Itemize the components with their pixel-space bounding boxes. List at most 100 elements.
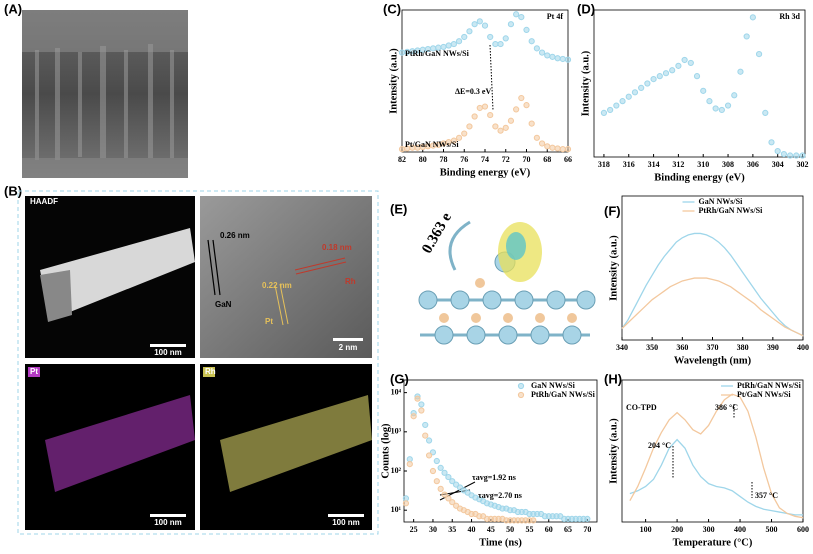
annotation: τavg=2.70 ns [478,491,522,500]
x-tick-label: 40 [468,525,476,534]
data-point [425,452,433,459]
x-tick-label: 316 [623,160,635,169]
data-point [743,33,750,40]
x-tick-label: 45 [487,525,495,534]
data-point [497,127,504,134]
x-axis-label: Binding energy (eV) [654,172,745,183]
data-point [530,517,537,524]
data-point [414,395,421,402]
data-point [450,40,457,48]
scale-bar-label: 2 nm [339,343,358,352]
x-tick-label: 78 [440,155,448,164]
haadf-image: HAADF 100 nm [25,196,195,358]
x-tick-label: 314 [648,160,660,169]
data-point [780,150,788,158]
legend-label: PtRh/GaN NWs/Si [737,381,802,390]
data-point [410,413,417,420]
data-point [681,56,688,64]
structure-image: 0.363 e [418,210,596,345]
x-tick-label: 400 [797,343,809,352]
phase-label: Pt [265,317,273,326]
plot-frame [403,379,598,523]
data-point [461,33,468,41]
data-point [762,109,769,117]
data-point [544,143,551,150]
data-point [398,49,406,56]
image-label: HAADF [30,197,58,206]
chart-title: Rh 3d [779,12,800,21]
x-tick-label: 70 [583,525,591,534]
scale-bar-label: 200 nm [264,166,292,175]
data-point [402,500,410,507]
x-tick-label: 25 [410,525,418,534]
series-label: PtRh/GaN NWs/Si [405,49,470,58]
data-point [528,120,535,127]
annotation: τavg=1.92 ns [472,473,516,482]
panel-label: (E) [390,201,407,216]
data-point [441,491,448,498]
charts: 82 80 78 76 74 72 70 68 66 Binding energy (eV) Int… [380,9,809,548]
x-tick-label: 80 [419,155,427,164]
data-point [619,98,626,105]
data-point [418,407,425,414]
data-point [497,40,504,48]
plot-frame [621,195,804,341]
data-point [731,92,738,99]
phase-label: GaN [215,300,232,309]
x-tick-label: 500 [766,525,778,534]
data-point [487,111,494,119]
data-point [669,67,676,74]
y-tick-label: 10³ [391,427,402,436]
series-label: Pt/GaN NWs/Si [405,140,459,149]
data-point [549,144,556,151]
data-point [712,105,719,112]
data-point [445,495,452,502]
pt-map-image: Pt 100 nm [25,364,195,530]
data-point [584,515,591,522]
x-tick-label: 312 [672,160,684,169]
data-point [662,70,670,77]
data-point [441,469,448,476]
data-point [492,123,499,130]
data-point [455,38,463,45]
data-point [433,478,440,485]
x-tick-label: 30 [429,525,437,534]
data-point [538,49,546,56]
data-point [675,62,682,69]
spacing-label: 0.22 nm [262,281,292,290]
data-point [700,87,707,94]
legend-label: PtRh/GaN NWs/Si [531,390,596,399]
data-point [481,103,489,110]
plot-frame [593,9,806,158]
scale-bar-label: 100 nm [332,518,360,527]
x-tick-label: 70 [523,155,531,164]
y-axis-label: Intensity (a.u.) [580,50,591,116]
data-point [564,56,572,63]
data-point [538,140,546,147]
data-point [774,148,781,155]
data-point [793,152,800,159]
data-point [554,55,561,62]
y-tick-label: 10² [391,466,402,475]
data-line [621,277,804,337]
data-point [518,14,525,21]
data-point [768,139,775,146]
data-point [449,499,456,506]
data-point [755,51,763,58]
x-tick-label: 55 [525,525,533,534]
data-point [518,94,525,102]
image-label: Pt [30,367,38,376]
data-point [718,106,725,114]
x-tick-label: 60 [545,525,553,534]
data-point [644,80,651,87]
x-tick-label: 68 [543,155,551,164]
data-point [418,401,425,408]
data-line [629,438,803,516]
data-point [687,59,694,67]
x-tick-label: 360 [676,343,688,352]
legend-marker [517,382,525,390]
panel-label: (F) [604,203,621,218]
y-tick-label: 10¹ [391,505,402,514]
data-point [445,42,452,49]
data-point [502,124,509,131]
